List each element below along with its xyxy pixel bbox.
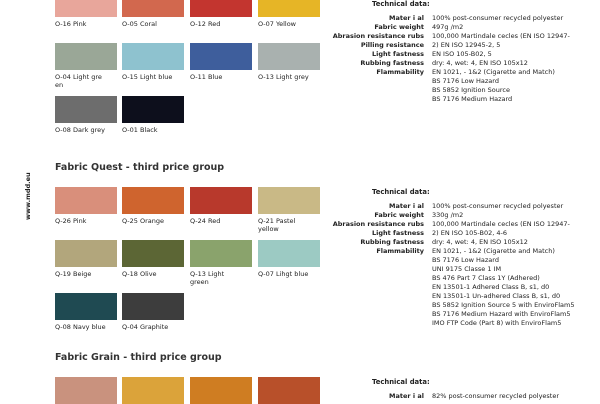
fabric-swatch <box>55 240 117 267</box>
fabric-swatch <box>122 293 184 320</box>
fabric-swatch <box>190 187 252 214</box>
fabric-swatch <box>190 0 252 17</box>
spec-value: EN 13501-1 Adhered Class B, s1, d0 <box>432 283 550 291</box>
fabric-swatch <box>258 240 320 267</box>
swatch-label: O-13 Light grey <box>258 73 309 81</box>
spec-value: dry: 4, wet: 4, EN ISO 105x12 <box>432 59 528 67</box>
swatch-label: Q-19 Beige <box>55 270 92 278</box>
spec-value: 100,000 Martindale cecles (EN ISO 12947- <box>432 32 570 40</box>
spec-value: UNI 9175 Classe 1 IM <box>432 265 502 273</box>
swatch-label: Q-04 Graphite <box>122 323 169 331</box>
spec-value: EN 13501-1 Un-adhered Class B, s1, d0 <box>432 292 561 300</box>
spec-value: 100,000 Martindale cecles (EN ISO 12947- <box>432 220 570 228</box>
spec-value: BS 7176 Medium Hazard <box>432 95 513 103</box>
spec-label: Rubbing fastness <box>360 59 424 67</box>
swatch-label: O-04 Light gre en <box>55 73 102 89</box>
spec-label: Rubbing fastness <box>360 238 424 246</box>
fabric-swatch <box>55 293 117 320</box>
spec-label: Abrasion resistance rubs <box>332 32 424 40</box>
fabric-swatch <box>55 96 117 123</box>
fabric-swatch <box>122 187 184 214</box>
fabric-swatch <box>55 187 117 214</box>
fabric-swatch <box>190 240 252 267</box>
spec-value: BS 7176 Low Hazard <box>432 256 499 264</box>
spec-label: Flammability <box>376 247 424 255</box>
spec-value: BS 7176 Medium Hazard with EnviroFlam5 <box>432 310 571 318</box>
spec-label: Pilling resistance <box>360 41 424 49</box>
fabric-swatch <box>122 0 184 17</box>
spec-value: 100% post-consumer recycled polyester <box>432 14 564 22</box>
fabric-swatch <box>258 187 320 214</box>
spec-label: Fabric weight <box>374 23 424 31</box>
spec-label: Flammability <box>376 68 424 76</box>
spec-value: EN 1021, - 1&2 (Cigarette and Match) <box>432 68 555 76</box>
tech-data-title: Technical data: <box>372 0 430 8</box>
section-title: Fabric Grain - third price group <box>55 352 222 363</box>
fabric-swatch <box>122 96 184 123</box>
swatch-label: Q-13 Light green <box>190 270 225 286</box>
spec-label: Fabric weight <box>374 211 424 219</box>
spec-value: BS 5852 Ignition Source <box>432 86 510 94</box>
spec-value: EN 1021, - 1&2 (Cigarette and Match) <box>432 247 555 255</box>
spec-label: Light fastness <box>372 229 424 237</box>
tech-data-title: Technical data: <box>372 378 430 386</box>
fabric-swatch <box>122 43 184 70</box>
spec-label: Mater i al <box>389 392 424 400</box>
spec-value: BS 7176 Low Hazard <box>432 77 499 85</box>
fabric-swatch <box>55 43 117 70</box>
swatch-label: O-07 Yellow <box>258 20 296 28</box>
fabric-swatch <box>258 0 320 17</box>
spec-label: Abrasion resistance rubs <box>332 220 424 228</box>
spec-value: BS 476 Part 7 Class 1Y (Adhered) <box>432 274 540 282</box>
fabric-swatch <box>258 43 320 70</box>
swatch-label: Q-24 Red <box>190 217 221 225</box>
swatch-label: Q-08 Navy blue <box>55 323 106 331</box>
side-text: www.mdd.eu <box>24 172 32 220</box>
spec-value: 2) EN ISO 105-B02, 4-6 <box>432 229 507 237</box>
spec-value: 497g /m2 <box>432 23 464 31</box>
spec-value: 100% post-consumer recycled polyester <box>432 202 564 210</box>
spec-value: EN ISO 105-B02, 5 <box>432 50 492 58</box>
fabric-swatch <box>190 43 252 70</box>
swatch-label: O-05 Coral <box>122 20 157 28</box>
swatch-label: Q-07 Lihgt blue <box>258 270 309 278</box>
spec-value: 82% post-consumer recycled polyester <box>432 392 560 400</box>
swatch-label: Q-26 Pink <box>55 217 87 225</box>
spec-value: IMO FTP Code (Part 8) with EnviroFlam5 <box>432 319 562 327</box>
tech-data-title: Technical data: <box>372 188 430 196</box>
swatch-label: O-08 Dark grey <box>55 126 105 134</box>
spec-label: Mater i al <box>389 202 424 210</box>
fabric-swatch <box>122 240 184 267</box>
swatch-label: O-12 Red <box>190 20 221 28</box>
spec-value: dry: 4, wet: 4, EN ISO 105x12 <box>432 238 528 246</box>
swatch-label: O-16 Pink <box>55 20 87 28</box>
swatch-label: Q-25 Orange <box>122 217 164 225</box>
spec-label: Light fastness <box>372 50 424 58</box>
spec-label: Mater i al <box>389 14 424 22</box>
swatch-label: O-15 Light blue <box>122 73 173 81</box>
swatch-label: O-11 Blue <box>190 73 223 81</box>
section-title: Fabric Quest - third price group <box>55 162 225 173</box>
spec-value: BS 5852 Ignition Source 5 with EnviroFla… <box>432 301 575 309</box>
swatch-label: O-01 Black <box>122 126 158 134</box>
spec-value: 2) EN ISO 12945-2, 5 <box>432 41 501 49</box>
swatch-label: Q-21 Pastel yellow <box>258 217 296 233</box>
spec-value: 330g /m2 <box>432 211 464 219</box>
fabric-swatch <box>55 0 117 17</box>
swatch-label: Q-18 Olive <box>122 270 157 278</box>
